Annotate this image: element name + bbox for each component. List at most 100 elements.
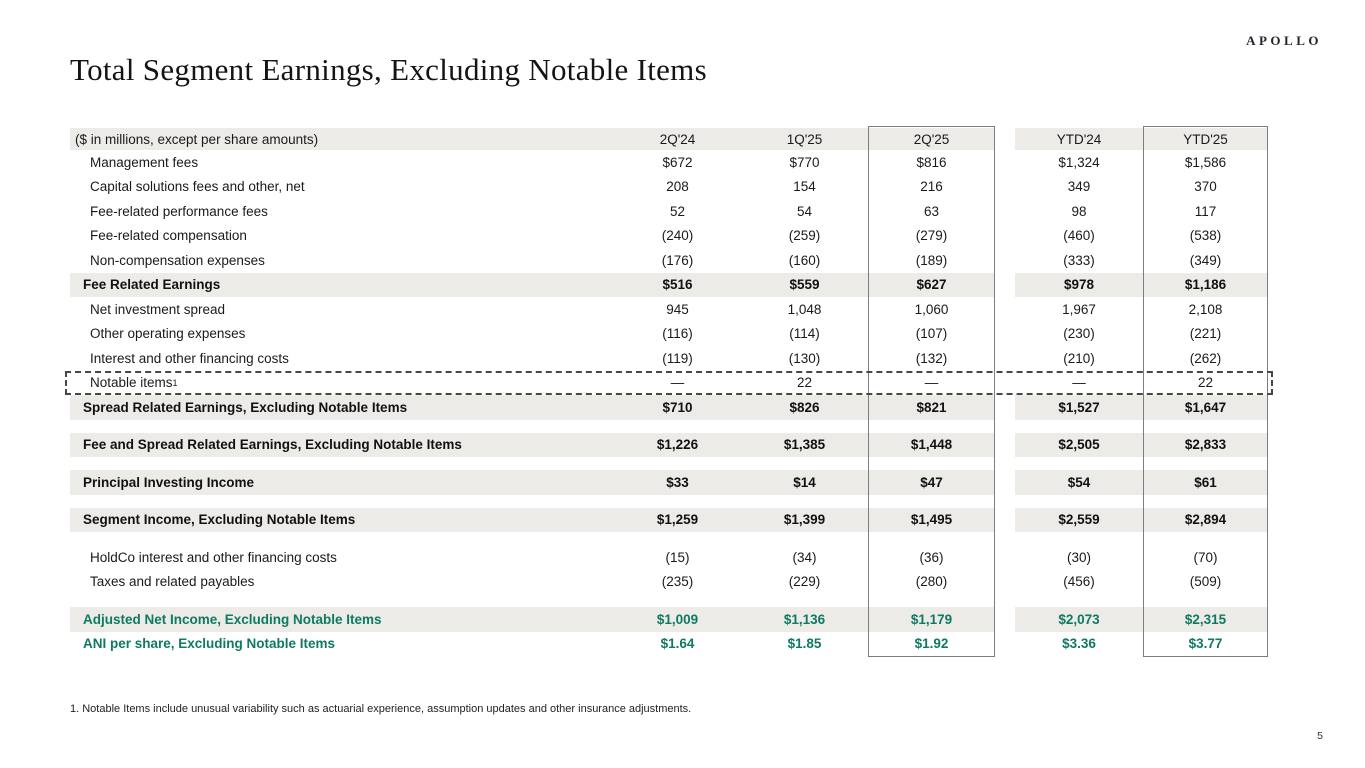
cell-value: $2,559 <box>1015 507 1143 532</box>
cell-value: $1,009 <box>614 607 741 632</box>
row-label: Adjusted Net Income, Excluding Notable I… <box>70 607 614 632</box>
cell-value: $1,179 <box>868 607 995 632</box>
cell-value: 52 <box>669 203 686 219</box>
row-label: Net investment spread <box>90 301 226 317</box>
column-gap <box>995 224 1015 249</box>
cell-value: $1,226 <box>614 432 741 457</box>
cell-value: $1,448 <box>868 432 995 457</box>
cell-value: (333) <box>1063 252 1095 268</box>
cell-value: 370 <box>1194 179 1217 195</box>
footnote: 1. Notable Items include unusual variabi… <box>70 703 692 715</box>
cell-value: $1,186 <box>1143 272 1268 297</box>
cell-value: 1,048 <box>787 301 822 317</box>
cell-value: $54 <box>1015 470 1143 495</box>
cell-value: — <box>1072 375 1086 391</box>
column-gap <box>995 395 1015 420</box>
column-gap <box>995 433 1015 458</box>
column-header-2q24: 2Q'24 <box>614 128 741 150</box>
cell-value: $47 <box>868 470 995 495</box>
table-row: Segment Income, Excluding Notable Items $… <box>70 507 1268 533</box>
cell-value: (114) <box>789 326 820 342</box>
cell-value: (210) <box>1063 350 1095 366</box>
column-header-ytd25: YTD'25 <box>1143 128 1268 150</box>
cell-value: (30) <box>1066 549 1091 565</box>
cell-value: $1,136 <box>741 607 868 632</box>
table-header-label: ($ in millions, except per share amounts… <box>70 128 614 150</box>
spacer-row <box>70 420 1268 433</box>
cell-value: $1,385 <box>741 432 868 457</box>
cell-value: (349) <box>1189 252 1222 268</box>
cell-value: $559 <box>741 272 868 297</box>
column-gap <box>995 150 1015 175</box>
cell-value: $1.85 <box>787 636 822 652</box>
cell-value: — <box>924 375 939 391</box>
cell-value: $1,647 <box>1143 395 1268 420</box>
cell-value: 22 <box>796 375 813 391</box>
cell-value: $672 <box>662 154 693 170</box>
cell-value: (538) <box>1189 228 1222 244</box>
cell-value: (221) <box>1189 326 1222 342</box>
cell-value: (15) <box>665 549 690 565</box>
cell-value: $2,833 <box>1143 432 1268 457</box>
table-row: Spread Related Earnings, Excluding Notab… <box>70 395 1268 420</box>
column-gap <box>995 508 1015 533</box>
cell-value: $2,894 <box>1143 507 1268 532</box>
cell-value: 216 <box>920 179 943 195</box>
column-header-1q25: 1Q'25 <box>741 128 868 150</box>
row-label: Fee-related compensation <box>90 228 247 244</box>
row-label: Capital solutions fees and other, net <box>90 179 305 195</box>
cell-value: (34) <box>792 549 817 565</box>
cell-value: $627 <box>868 272 995 297</box>
cell-value: $1,399 <box>741 507 868 532</box>
row-label: Fee-related performance fees <box>90 203 268 219</box>
cell-value: $2,505 <box>1015 432 1143 457</box>
row-label: ANI per share, Excluding Notable Items <box>83 636 336 652</box>
spacer-row <box>70 532 1268 545</box>
cell-value: $1,324 <box>1058 154 1100 170</box>
cell-value: (36) <box>919 549 944 565</box>
table-body: Management fees $672 $770 $816 $1,324 $1,586 C… <box>65 150 1273 656</box>
column-gap <box>995 175 1015 200</box>
table-row: Principal Investing Income $33 $14 $47 $54 $6… <box>70 470 1268 495</box>
row-label: Fee Related Earnings <box>70 272 614 297</box>
row-label: Notable items 1 <box>90 375 178 391</box>
spacer-row <box>70 594 1268 607</box>
cell-value: (509) <box>1189 574 1222 590</box>
cell-value: $1,495 <box>868 507 995 532</box>
cell-value: 63 <box>923 203 940 219</box>
cell-value: $1,259 <box>614 507 741 532</box>
row-label: Segment Income, Excluding Notable Items <box>70 507 614 532</box>
cell-value: (116) <box>662 326 693 342</box>
cell-value: (229) <box>788 574 821 590</box>
table-row: Notable items 1 — 22 — — 22 <box>65 370 1273 395</box>
cell-value: — <box>670 375 685 391</box>
column-gap <box>995 128 1015 150</box>
cell-value: (189) <box>915 252 948 268</box>
column-gap <box>995 346 1015 371</box>
cell-value: (160) <box>788 252 821 268</box>
row-label: Non-compensation expenses <box>90 252 265 268</box>
cell-value: 1,967 <box>1062 301 1096 317</box>
cell-value: $516 <box>614 272 741 297</box>
table-row: Capital solutions fees and other, net 208… <box>70 175 1268 200</box>
cell-value: $816 <box>916 154 947 170</box>
spacer-row <box>70 457 1268 470</box>
cell-value: (119) <box>662 350 693 366</box>
cell-value: $826 <box>741 395 868 420</box>
cell-value: $3.36 <box>1062 636 1096 652</box>
cell-value: 2,108 <box>1188 301 1223 317</box>
row-label: Fee and Spread Related Earnings, Excludi… <box>70 432 614 457</box>
cell-value: 349 <box>1067 179 1091 195</box>
cell-value: (235) <box>661 574 694 590</box>
page-number: 5 <box>1317 730 1323 742</box>
cell-value: (280) <box>915 574 948 590</box>
table-row: Fee-related performance fees 52 54 63 98 117 <box>70 199 1268 224</box>
cell-value: $1,527 <box>1015 395 1143 420</box>
cell-value: (262) <box>1189 350 1222 366</box>
column-header-ytd24: YTD'24 <box>1015 128 1143 150</box>
column-gap <box>995 545 1015 570</box>
cell-value: $1,586 <box>1184 154 1227 170</box>
column-gap <box>995 273 1015 298</box>
table-header-row: ($ in millions, except per share amounts… <box>70 128 1268 150</box>
